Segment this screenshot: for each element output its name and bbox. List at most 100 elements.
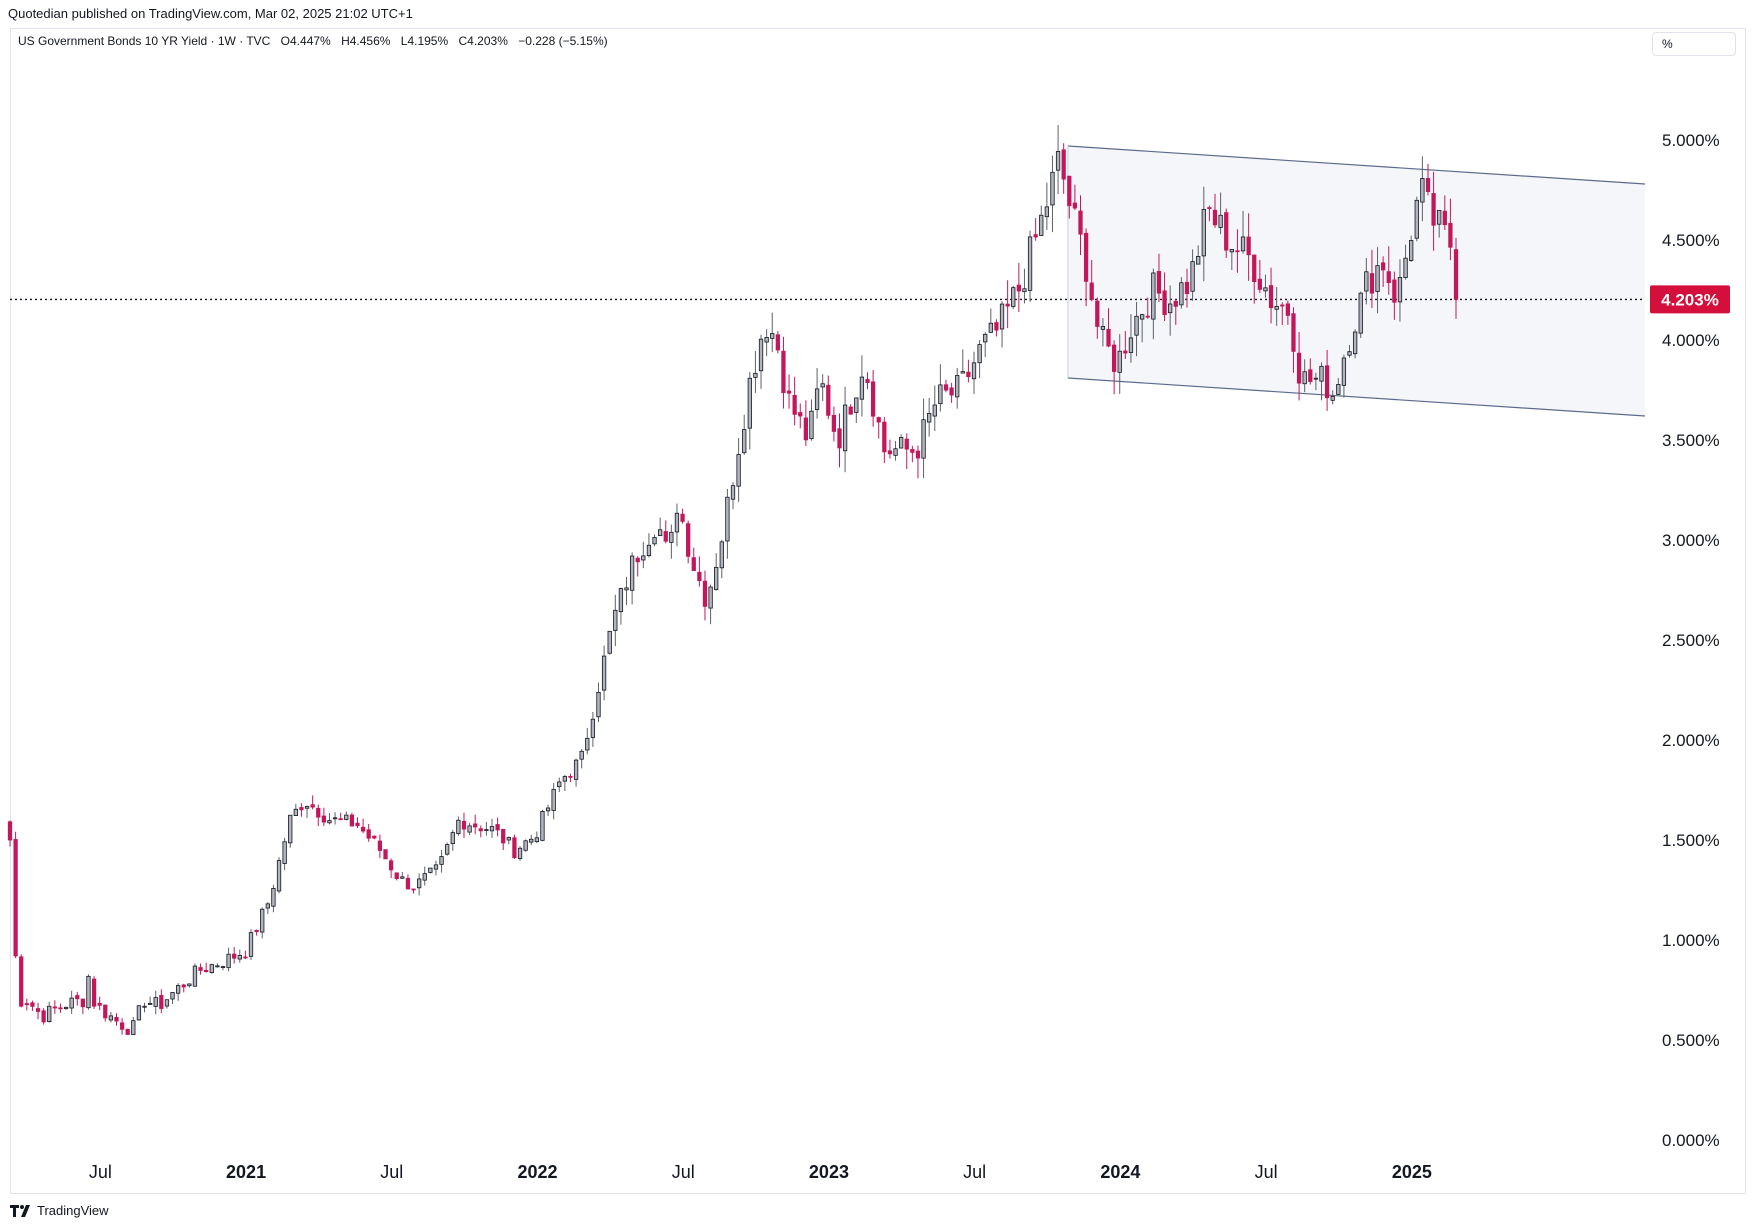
candle: [1324, 349, 1330, 411]
candle: [977, 340, 982, 379]
candle: [764, 329, 769, 357]
candle: [19, 954, 24, 1008]
candle: [1280, 302, 1285, 325]
candle: [58, 1003, 63, 1013]
candle-body: [1229, 248, 1234, 253]
candle: [557, 777, 562, 793]
candle-body: [321, 815, 327, 823]
candle: [1291, 307, 1296, 373]
candle: [125, 1028, 130, 1035]
candle-body: [910, 449, 915, 453]
candle: [775, 331, 780, 354]
candle-body: [19, 956, 24, 1007]
candle: [316, 804, 321, 826]
candle-body: [506, 837, 511, 841]
price-axis-label: 1.500%: [1662, 831, 1720, 850]
candle-body: [97, 1002, 102, 1006]
candle: [377, 834, 383, 859]
candle-body: [1268, 285, 1274, 309]
candle: [450, 829, 455, 851]
candle-body: [47, 1005, 52, 1022]
candle: [13, 831, 18, 959]
candle-body: [1055, 151, 1061, 171]
channel-upper-line[interactable]: [1067, 145, 1646, 185]
candle-body: [1431, 193, 1436, 226]
candle-body: [428, 867, 433, 873]
candle: [97, 996, 102, 1011]
candle: [1123, 331, 1128, 359]
candle: [7, 820, 13, 847]
candle: [52, 1000, 57, 1014]
chart-pane[interactable]: [10, 28, 1746, 1194]
candle-body: [131, 1020, 136, 1035]
candle-body: [316, 807, 321, 818]
candle-body: [159, 995, 164, 1009]
candle-body: [327, 820, 332, 824]
candle-body: [736, 454, 741, 487]
candle: [921, 398, 926, 478]
candle: [1050, 155, 1055, 233]
candle: [372, 835, 377, 840]
candle: [1016, 262, 1021, 312]
candle: [1162, 272, 1167, 322]
candle-body: [865, 379, 870, 383]
candle: [753, 351, 758, 393]
candle-body: [1173, 300, 1178, 307]
unit-selector[interactable]: %: [1652, 32, 1736, 56]
symbol-legend[interactable]: US Government Bonds 10 YR Yield · 1W · T…: [18, 34, 615, 48]
symbol-title[interactable]: US Government Bonds 10 YR Yield · 1W · T…: [18, 34, 271, 48]
candle: [674, 503, 680, 547]
candle: [108, 1012, 114, 1023]
candle-body: [1437, 209, 1442, 225]
candle: [1330, 390, 1335, 405]
candle: [988, 308, 993, 334]
candle: [232, 946, 237, 964]
candle: [1128, 314, 1134, 363]
candle-body: [590, 718, 596, 738]
candle: [613, 594, 618, 647]
price-axis[interactable]: 5.000% 4.500% 4.000% 3.500% 3.000% 2.500% 2.00…: [1662, 131, 1720, 1150]
time-axis-label: 2022: [517, 1162, 557, 1182]
candle-body: [977, 344, 982, 364]
candle-body: [1005, 303, 1010, 307]
candle: [1201, 186, 1206, 282]
candle: [1089, 260, 1094, 302]
candle-body: [921, 419, 926, 459]
candle: [1033, 218, 1038, 241]
candle-body: [725, 496, 730, 542]
candle-body: [360, 826, 366, 832]
candle-body: [702, 580, 708, 607]
candle: [293, 803, 298, 816]
candle-body: [1145, 315, 1150, 318]
candle-body: [1224, 212, 1229, 251]
time-axis-label: 2023: [809, 1162, 849, 1182]
candle-body: [1448, 223, 1453, 248]
channel-lower-line[interactable]: [1067, 377, 1646, 417]
candle-body: [579, 750, 584, 760]
candle-body: [786, 390, 792, 394]
candle-body: [388, 860, 394, 871]
candle-body: [596, 691, 601, 718]
time-axis[interactable]: Jul 2021 Jul 2022 Jul 2023 Jul 2024 Jul 2025: [89, 1162, 1432, 1182]
candle-body: [209, 964, 214, 973]
candle: [1246, 213, 1251, 281]
candle-body: [445, 844, 450, 855]
candle: [1134, 301, 1139, 357]
candle-body: [1364, 271, 1369, 292]
price-channel[interactable]: [1067, 146, 1645, 416]
candle-body: [1296, 352, 1302, 384]
candle: [534, 831, 539, 844]
time-axis-label: Jul: [89, 1162, 112, 1182]
candle-body: [198, 967, 203, 971]
candle: [1268, 267, 1274, 324]
candle: [103, 1004, 108, 1022]
candle-body: [478, 828, 483, 832]
candle: [153, 990, 158, 1015]
candle: [641, 541, 646, 569]
candle-body: [1341, 357, 1347, 386]
tradingview-footer[interactable]: TradingView: [10, 1203, 109, 1218]
candle-body: [814, 388, 820, 410]
candle: [91, 976, 97, 1009]
candle: [949, 382, 954, 403]
